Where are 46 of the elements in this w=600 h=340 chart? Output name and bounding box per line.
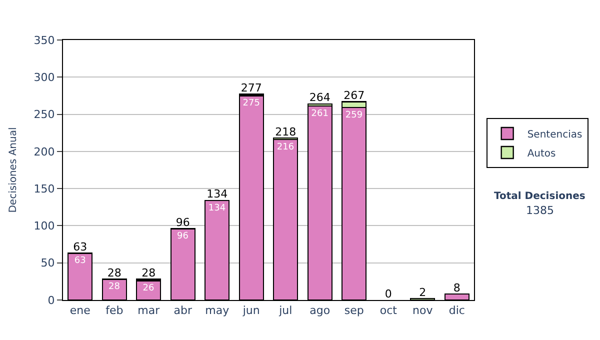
x-tick-label: ene [70, 304, 91, 318]
x-tick-label: nov [412, 304, 434, 318]
total-label: 28 [107, 266, 122, 280]
x-tick-label: feb [106, 304, 124, 318]
x-tick-label: sep [344, 304, 364, 318]
data-label: 275 [242, 98, 260, 109]
data-label: 63 [74, 256, 86, 266]
total-label: 63 [73, 240, 88, 254]
x-tick-label: dic [448, 304, 465, 318]
x-tick-label: mar [138, 304, 160, 318]
data-label: 96 [177, 232, 189, 242]
text: 0 [384, 287, 392, 300]
total-label: 96 [176, 216, 190, 229]
data-label: 134 [208, 203, 226, 214]
x-tick-label: may [205, 304, 230, 318]
y-axis-title: Decisiones Anual [8, 127, 19, 213]
total-label: 8 [453, 281, 460, 294]
x-tick-label: abr [174, 304, 192, 318]
y-tick-label: 100 [34, 220, 55, 233]
total-label: 28 [142, 266, 156, 280]
y-tick-label: 150 [34, 182, 55, 196]
total-label: 267 [344, 88, 365, 102]
total-label: 277 [240, 81, 262, 94]
total-label: 2 [419, 286, 426, 299]
data-label: 28 [108, 282, 120, 292]
data-label: 259 [345, 110, 363, 121]
data-label: 261 [311, 109, 328, 120]
y-tick-label: 300 [34, 70, 55, 84]
data-label: 216 [276, 142, 294, 153]
x-tick-label: jul [278, 304, 292, 318]
y-tick-label: 0 [48, 294, 55, 307]
legend-label: Sentencias [527, 129, 582, 140]
x-tick-label: oct [380, 304, 398, 318]
x-tick-label: ago [310, 304, 330, 318]
y-tick-label: 250 [34, 108, 55, 122]
data-label: 26 [142, 284, 154, 294]
text: Total Decisiones [494, 191, 586, 202]
y-tick-label: 200 [34, 145, 55, 158]
y-tick-label: 350 [34, 34, 55, 47]
x-tick-label: jun [242, 304, 260, 318]
legend-label: Autos [527, 148, 556, 160]
y-tick-label: 50 [40, 256, 55, 270]
text: 1385 [526, 204, 554, 217]
total-label: 218 [275, 125, 296, 138]
total-label: 134 [206, 188, 228, 201]
total-label: 264 [309, 91, 330, 104]
